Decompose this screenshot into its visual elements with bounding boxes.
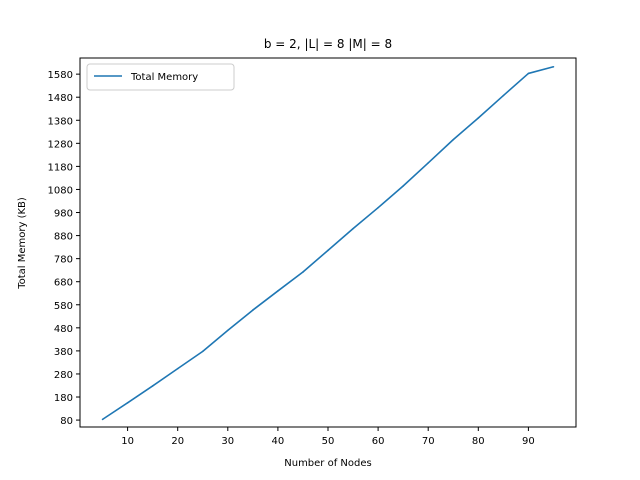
y-tick-label: 980 [54,209,73,220]
x-tick-label: 40 [272,436,285,447]
y-tick-label: 180 [54,393,73,404]
legend: Total Memory [86,63,235,91]
data-point [527,72,530,75]
y-tick-label: 680 [54,278,73,289]
legend-box [86,63,235,91]
data-point [377,206,379,209]
series-line-0 [102,65,554,421]
data-point [101,418,104,421]
x-tick-label: 80 [472,436,485,447]
series-layer [101,65,555,421]
data-point [502,94,505,97]
data-point [176,367,179,370]
data-point [201,350,204,353]
x-axis-label: Number of Nodes [284,458,371,469]
data-point [552,65,555,68]
y-tick-label: 1180 [48,162,73,173]
y-axis-label: Total Memory (KB) [17,197,28,290]
x-tick-label: 50 [322,436,335,447]
plot-frame [79,57,577,428]
x-tick-label: 70 [422,436,435,447]
data-point [151,385,154,387]
ticks-layer: 10 20 30 40 50 60 70 80 90 80 180 280 380 480 580 680 78… [48,70,535,447]
data-point [126,401,129,404]
y-tick-label: 880 [54,232,73,243]
data-point [477,117,480,119]
y-tick-label: 1080 [48,185,73,196]
data-point [352,227,354,230]
data-point [277,290,279,292]
y-tick-label: 80 [60,416,73,427]
y-tick-label: 780 [54,255,73,266]
y-tick-label: 1480 [48,93,73,104]
data-point [252,309,254,311]
data-point [226,329,229,332]
data-point [427,162,430,164]
y-tick-label: 480 [54,324,73,335]
data-point [302,271,304,273]
y-tick-label: 1280 [48,139,73,150]
data-point [452,138,455,141]
x-tick-label: 30 [221,436,234,447]
legend-label: Total Memory [130,72,198,83]
x-tick-label: 60 [372,436,385,447]
y-tick-label: 1580 [48,70,73,81]
chart-title: b = 2, |L| = 8 |M| = 8 [264,37,392,51]
data-point [402,185,404,187]
y-tick-label: 1380 [48,116,73,127]
y-tick-label: 280 [54,370,73,381]
x-tick-label: 20 [171,436,184,447]
x-tick-label: 90 [522,436,535,447]
y-tick-label: 380 [54,347,73,358]
y-tick-label: 580 [54,301,73,312]
data-point [327,249,329,252]
x-tick-label: 10 [121,436,134,447]
